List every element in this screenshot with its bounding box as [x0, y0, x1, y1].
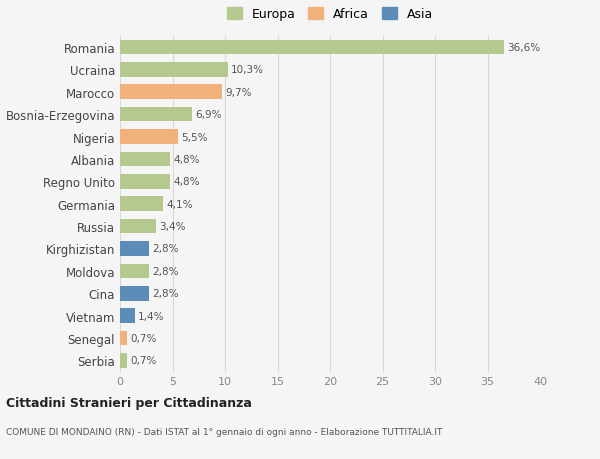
Legend: Europa, Africa, Asia: Europa, Africa, Asia: [224, 6, 436, 24]
Text: 0,7%: 0,7%: [131, 356, 157, 366]
Text: 4,1%: 4,1%: [166, 199, 193, 209]
Bar: [120, 152, 170, 167]
Text: 5,5%: 5,5%: [181, 132, 208, 142]
Bar: [120, 130, 178, 145]
Text: Cittadini Stranieri per Cittadinanza: Cittadini Stranieri per Cittadinanza: [6, 396, 252, 409]
Text: 4,8%: 4,8%: [173, 155, 200, 165]
Text: 36,6%: 36,6%: [508, 43, 541, 53]
Bar: [120, 41, 504, 55]
Bar: [120, 175, 170, 189]
Bar: [120, 309, 134, 323]
Text: 6,9%: 6,9%: [196, 110, 222, 120]
Text: 2,8%: 2,8%: [152, 266, 179, 276]
Text: 1,4%: 1,4%: [138, 311, 164, 321]
Text: 10,3%: 10,3%: [232, 65, 265, 75]
Text: 3,4%: 3,4%: [159, 222, 185, 232]
Text: 4,8%: 4,8%: [173, 177, 200, 187]
Bar: [120, 219, 156, 234]
Bar: [120, 108, 193, 122]
Text: 0,7%: 0,7%: [131, 333, 157, 343]
Bar: [120, 197, 163, 212]
Bar: [120, 264, 149, 279]
Bar: [120, 286, 149, 301]
Bar: [120, 353, 127, 368]
Bar: [120, 331, 127, 346]
Text: COMUNE DI MONDAINO (RN) - Dati ISTAT al 1° gennaio di ogni anno - Elaborazione T: COMUNE DI MONDAINO (RN) - Dati ISTAT al …: [6, 427, 442, 436]
Bar: [120, 242, 149, 256]
Text: 2,8%: 2,8%: [152, 244, 179, 254]
Bar: [120, 63, 228, 78]
Text: 2,8%: 2,8%: [152, 289, 179, 299]
Text: 9,7%: 9,7%: [225, 88, 251, 98]
Bar: [120, 85, 222, 100]
